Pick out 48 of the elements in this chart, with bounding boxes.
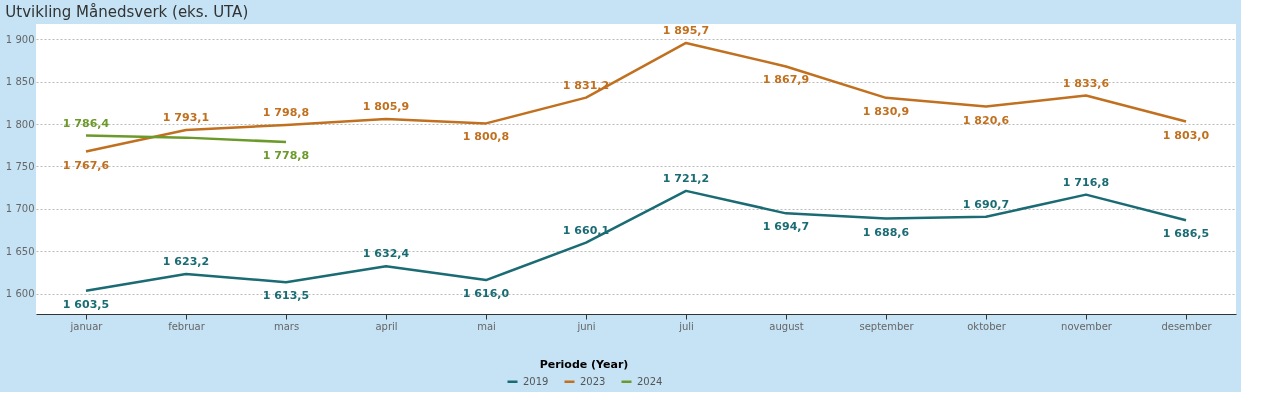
data-label: 1 690,7: [962, 197, 1010, 211]
x-tick-label: november: [1061, 320, 1113, 332]
x-tick-label: juli: [678, 320, 694, 332]
data-label: 1 867,9: [762, 73, 810, 87]
y-tick-label: 1 700: [5, 203, 35, 215]
y-tick-label: 1 800: [5, 118, 35, 130]
data-label: 1 616,0: [462, 287, 510, 301]
data-label: 1 694,7: [762, 220, 810, 234]
y-tick-label: 1 750: [5, 160, 35, 172]
data-label: 1 798,8: [262, 106, 310, 120]
x-tick-label: mai: [477, 320, 496, 332]
legend-title: Periode (Year): [539, 358, 629, 371]
data-label: 1 830,9: [862, 104, 910, 118]
x-tick-label: januar: [69, 320, 104, 332]
data-label: 1 767,6: [62, 158, 110, 172]
y-tick-label: 1 850: [5, 76, 35, 88]
x-tick-label: oktober: [967, 320, 1007, 332]
data-label: 1 820,6: [962, 113, 1010, 127]
data-label: 1 632,4: [362, 247, 410, 261]
legend-label: 2023: [580, 375, 606, 387]
y-tick-label: 1 600: [5, 288, 35, 300]
y-tick-label: 1 650: [5, 245, 35, 257]
legend-label: 2019: [523, 375, 549, 387]
data-label: 1 778,8: [262, 149, 310, 163]
data-label: 1 716,8: [1062, 175, 1110, 189]
y-tick-label: 1 900: [5, 33, 35, 45]
data-label: 1 800,8: [462, 130, 510, 144]
data-label: 1 793,1: [162, 110, 210, 124]
legend-label: 2024: [637, 375, 663, 387]
data-label: 1 833,6: [1062, 76, 1110, 90]
data-label: 1 805,9: [362, 100, 410, 114]
data-label: 1 686,5: [1162, 227, 1210, 241]
data-label: 1 613,5: [262, 289, 310, 303]
x-tick-label: februar: [168, 320, 206, 332]
data-label: 1 603,5: [62, 297, 110, 311]
x-tick-label: desember: [1161, 320, 1213, 332]
data-label: 1 688,6: [862, 225, 910, 239]
x-tick-label: august: [769, 320, 804, 332]
data-label: 1 623,2: [162, 254, 210, 268]
x-tick-label: juni: [576, 320, 596, 332]
data-label: 1 721,2: [662, 171, 710, 185]
data-label: 1 803,0: [1162, 128, 1210, 142]
x-tick-label: april: [375, 320, 398, 332]
x-tick-label: mars: [273, 320, 300, 332]
x-tick-label: september: [859, 320, 915, 332]
data-label: 1 895,7: [662, 23, 710, 37]
data-label: 1 786,4: [62, 116, 110, 130]
chart-title: Utvikling Månedsverk (eks. UTA): [5, 3, 249, 21]
